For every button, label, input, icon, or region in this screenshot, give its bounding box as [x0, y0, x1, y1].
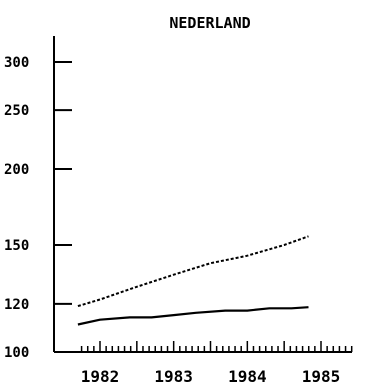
series-solid-line: [77, 306, 309, 326]
y-tick-label: 250: [4, 103, 29, 119]
series-layer: [77, 235, 309, 326]
series-dotted-line: [77, 235, 309, 308]
chart-title: NEDERLAND: [169, 14, 250, 32]
y-tick-label: 300: [4, 55, 29, 71]
x-axis: 1982 1983 1984 1985: [54, 341, 353, 386]
x-tick-label: 1984: [228, 367, 267, 386]
x-tick-label: 1982: [81, 367, 120, 386]
y-tick-label: 150: [4, 238, 29, 254]
y-axis: 100 120 150 200 250 300: [4, 36, 72, 361]
y-tick-label: 100: [4, 345, 29, 361]
y-tick-label: 200: [4, 162, 29, 178]
x-tick-label: 1985: [302, 367, 341, 386]
x-tick-label: 1983: [154, 367, 193, 386]
y-tick-label: 120: [4, 297, 29, 313]
